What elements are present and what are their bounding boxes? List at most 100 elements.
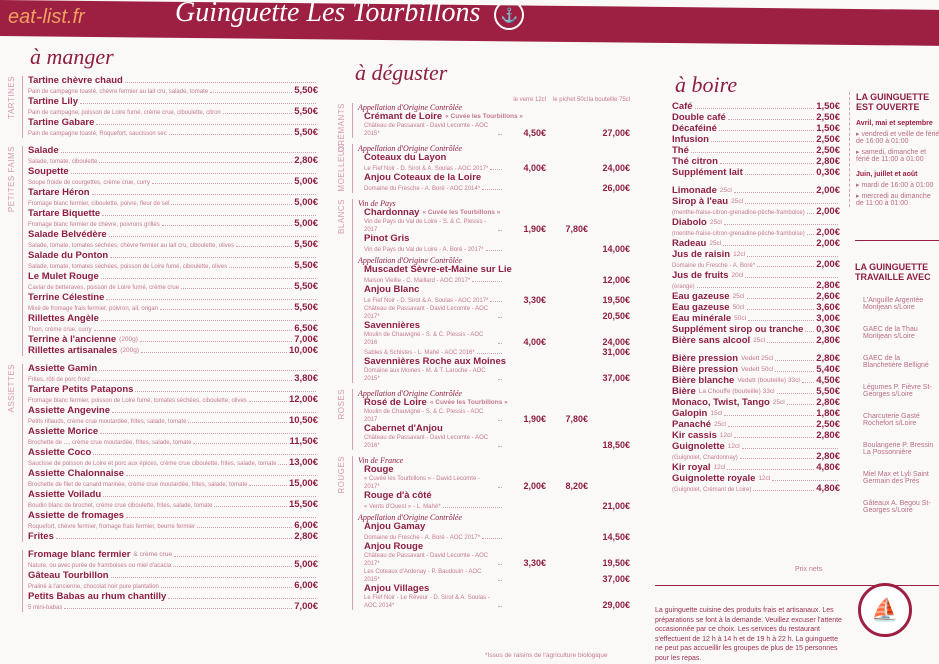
section-title-manger: à manger (30, 44, 114, 69)
appellation: Appellation d'Origine Contrôlée (358, 256, 462, 265)
wine-desc: Château de Passavant - David Lecomte - A… (364, 435, 489, 449)
group-label: ASSIETTES (7, 364, 16, 413)
dot-leader (745, 277, 838, 278)
wine-line: Le Fief Noir - D. Sirot & A. Soulas - AO… (358, 163, 630, 173)
item-row: Thé citron 2,80€ (672, 157, 840, 167)
item-price: 11,50€ (289, 436, 318, 447)
item-name: Terrine Célestine (28, 292, 105, 303)
wine-name: Anjou Gamay (364, 521, 426, 532)
wine-price: 21,00€ (602, 501, 630, 511)
dot-leader (161, 225, 293, 226)
wine-name: Muscadet Sèvre-et-Maine sur Lie (364, 264, 512, 275)
wine-line: Moulin de Chauvigné - S. & C. Plessis - … (358, 331, 630, 347)
boire-column: Café 1,50€ Double café 2,50€ Décaféiné 1,50€ I… (672, 102, 840, 502)
menu-item: Eau gazeuse 25cl 2,60€ (672, 292, 840, 302)
wine-line: Château de Passavant - David Lecomte - A… (358, 305, 630, 321)
desc-row: Roquefort, chèvre fermier, fromage frais… (28, 521, 318, 531)
period-line: ▸ mercredi au dimanche de 11:00 à 01:00 (856, 193, 931, 207)
item-name: Café (672, 101, 693, 112)
item-price: 5,50€ (816, 386, 840, 397)
item-price: 2,80€ (816, 353, 840, 364)
item-row: Guignolette 12cl (672, 442, 840, 452)
wine-desc: Domaine du Fresche - A. Boré - AOC 2017* (364, 535, 481, 541)
wine-name: Cabernet d'Anjou (364, 423, 443, 434)
wine-name: Anjou Coteaux de la Loire (364, 172, 482, 183)
dot-leader (181, 288, 293, 289)
dot-leader (93, 454, 316, 455)
wine-desc: Château de Passavant - David Lecomte - A… (364, 123, 489, 137)
wine-name-row: Savennières (358, 321, 630, 331)
item-row: Assiette Chalonnaise (28, 469, 318, 479)
wine-name: Rouge d'à côté (364, 490, 432, 501)
wine-price: 14,50€ (602, 532, 630, 542)
menu-item: Salade Salade, tomate, ciboulette 2,80€ (28, 146, 318, 166)
wine-price: 14,00€ (602, 244, 630, 254)
wine-line: Les Coteaux d'Ardenay - P. Baudouin - AO… (358, 568, 630, 584)
wine-price: 12,00€ (602, 275, 630, 285)
item-row: Tartine Lily (28, 97, 318, 107)
item-price: 5,00€ (294, 218, 318, 229)
wine-desc: « Cuvée les Tourbillons » - David Lecomt… (364, 476, 480, 490)
dot-leader (753, 490, 815, 491)
menu-item: Terrine à l'ancienne (200g) 7,00€ (28, 335, 318, 345)
dot-leader (741, 448, 838, 449)
item-price: 0,30€ (816, 324, 840, 335)
item-note: 25cl (731, 198, 744, 205)
wine-name-row: Anjou Rouge (358, 542, 630, 552)
item-desc: Fromage blanc fermier de chèvre, poivron… (28, 222, 160, 228)
wine-name-row: Anjou Gamay (358, 522, 630, 532)
item-note: 25cl (714, 421, 727, 428)
item-row: Bière blanche Vedett (bouteille) 33cl 4,50… (672, 376, 840, 386)
item-price: 7,00€ (294, 334, 318, 345)
drink-group: Bière pression Vedett 25cl 2,80€ Bière pres… (672, 354, 840, 494)
dot-leader (103, 496, 316, 497)
dot-leader (733, 192, 815, 193)
dot-leader (171, 204, 293, 205)
item-note: 25cl (772, 399, 785, 406)
partner-item: Légumes P. Fièvre St-Georges s/Loire (863, 384, 932, 398)
item-note: 50cl (734, 315, 747, 322)
item-row: Galopin 15cl 1,80€ (672, 409, 840, 419)
item-desc: Thon, crème crue, curry (28, 327, 92, 333)
item-row: Tartare Biquette (28, 209, 318, 219)
menu-item: Gâteau Tourbillon Praliné à l'ancienne, c… (28, 571, 318, 591)
item-name: Bière pression (672, 364, 738, 375)
dot-leader (108, 236, 316, 237)
dot-leader (723, 224, 838, 225)
item-row: Eau gazeuse 25cl 2,60€ (672, 292, 840, 302)
group-label: ROUGES (337, 456, 346, 494)
item-name: Bière pression (672, 353, 738, 364)
item-price: 2,80€ (294, 155, 318, 166)
item-desc: 5 mini-babas (28, 605, 63, 611)
item-name: Panaché (672, 419, 712, 430)
item-desc: Pain de campagne, poisson de Loire fumé,… (28, 110, 221, 116)
wine-group: MOELLEUX Appellation d'Origine Contrôlée C… (337, 144, 630, 193)
appellation: Vin de France (358, 456, 404, 465)
desc-row: 5 mini-babas 7,00€ (28, 602, 318, 612)
desc-row: (menthe-fraise-citron-grenadine-pêche-fr… (672, 228, 840, 238)
item-name: Jus de raisin (672, 249, 731, 260)
menu-item: Diabolo 25cl (menthe-fraise-citron-grenadi… (672, 218, 840, 238)
wine-line: Domaine du Fresche - A. Boré - AOC 2017*… (358, 532, 630, 542)
item-row: Frites 2,80€ (28, 532, 318, 542)
item-row: Gâteau Tourbillon (28, 571, 318, 581)
wine-name-row: Anjou Villages (358, 584, 630, 594)
period-line: ▸ samedi, dimanche et férié de 11:00 à 0… (856, 149, 927, 163)
item-name: Thé (672, 145, 689, 156)
dot-leader (214, 506, 287, 507)
menu-item: Tartine Gabare Pain de campagne toasté, R… (28, 118, 318, 138)
item-name: Monaco, Twist, Tango (672, 397, 770, 408)
boat-emblem-icon: ⛵ (858, 583, 912, 637)
menu-item: Kir royal 12cl 4,80€ (672, 463, 840, 473)
price-header-0: le verre 12cl (513, 97, 546, 103)
dot-leader (160, 587, 293, 588)
desc-row: Pain de campagne toasté, chèvre fermier … (28, 86, 318, 96)
manger-column: TARTINES Tartine chèvre chaud Pain de camp… (7, 76, 318, 620)
item-price: 6,00€ (294, 580, 318, 591)
item-name: Tartine Lily (28, 96, 78, 107)
wine-desc: Château de Passavant - David Lecomte - A… (364, 553, 489, 567)
item-price: 2,00€ (816, 185, 840, 196)
menu-item: Galopin 15cl 1,80€ (672, 409, 840, 419)
item-name: Assiette Coco (28, 447, 92, 458)
period-title: Juin, juillet et août (856, 171, 918, 178)
